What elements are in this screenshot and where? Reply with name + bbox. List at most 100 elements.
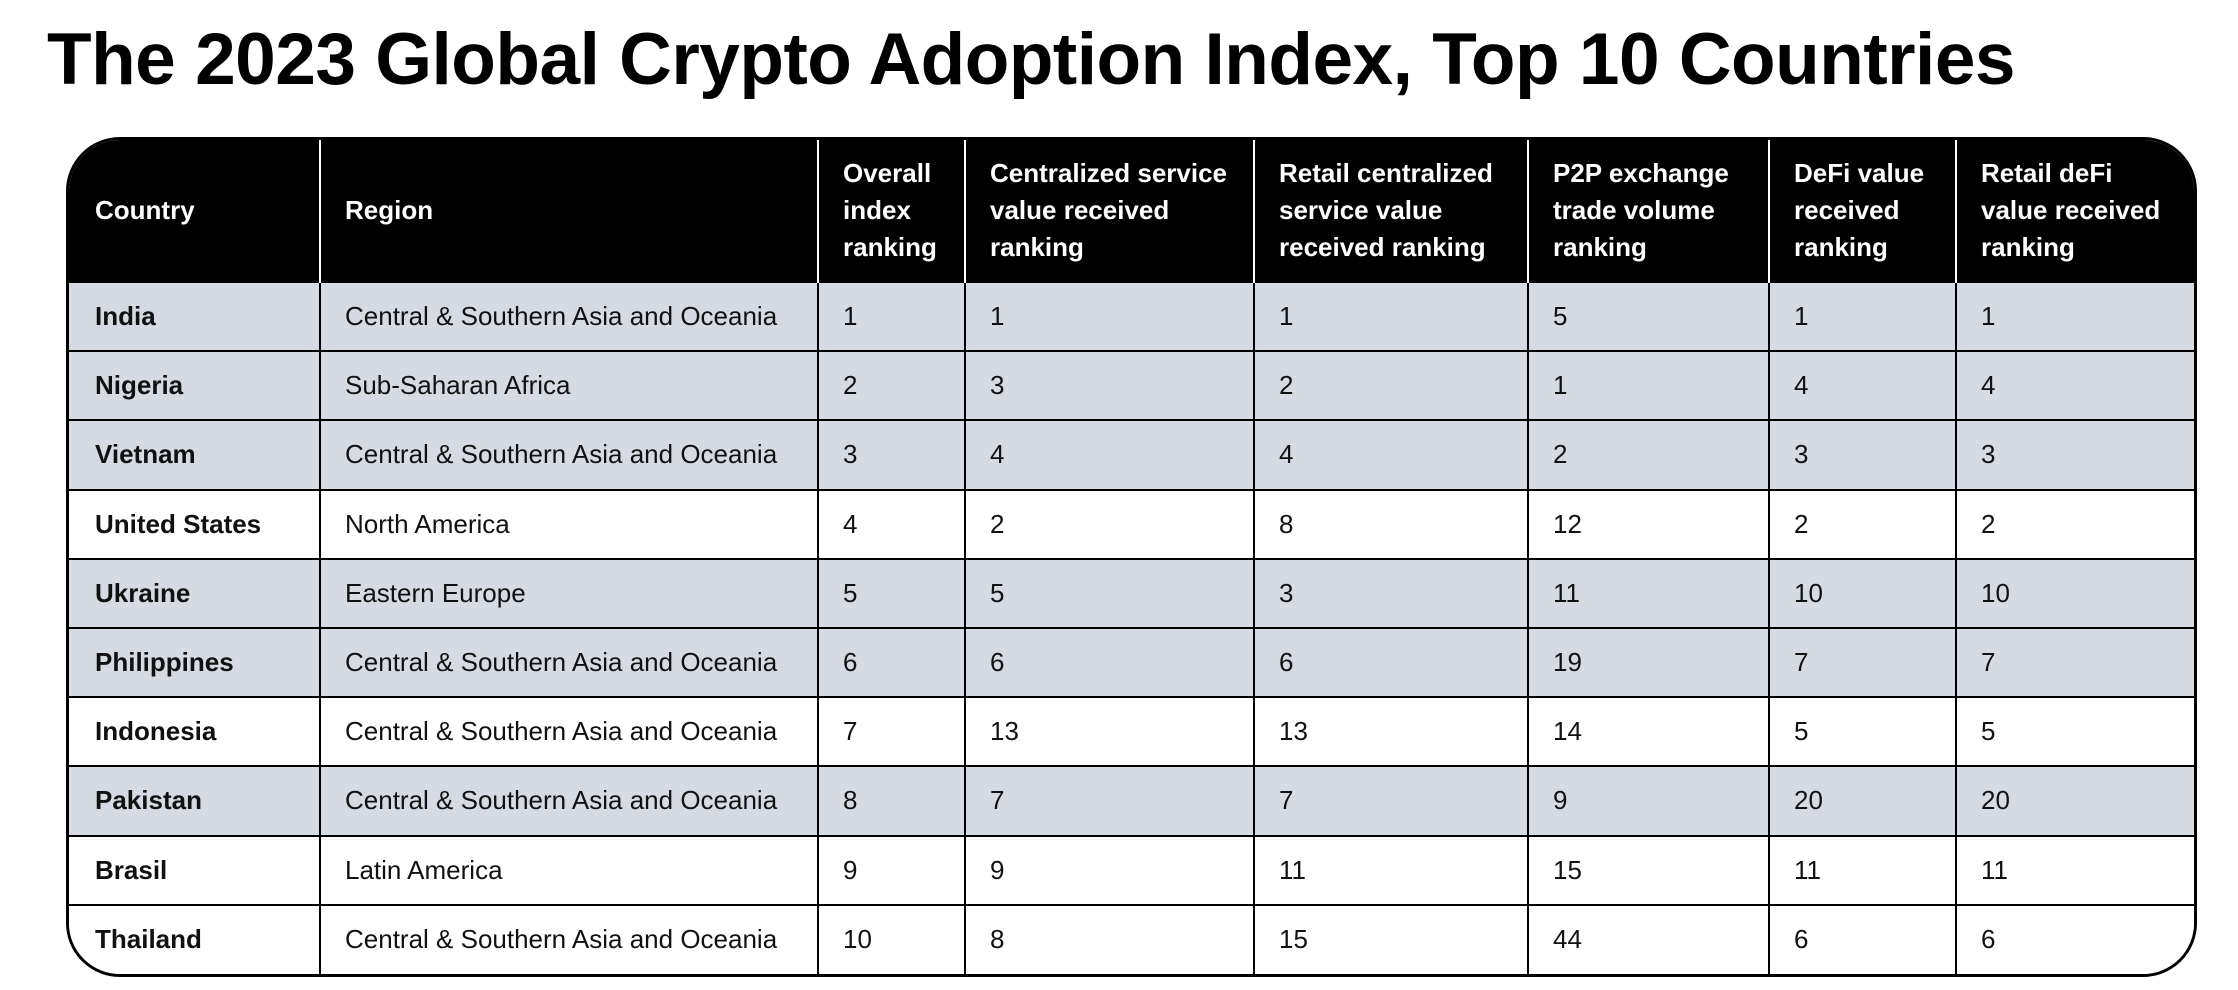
header-row: Country Region Overall index ranking Cen… bbox=[69, 140, 2194, 282]
centralized-service-ranking-cell: 2 bbox=[964, 488, 1254, 559]
retail-centralized-service-ranking-cell: 11 bbox=[1253, 834, 1528, 905]
country-cell: Thailand bbox=[69, 903, 320, 974]
table-row: Nigeria Sub-Saharan Africa 2 3 2 1 4 4 bbox=[69, 350, 2194, 421]
retail-centralized-service-ranking-cell: 3 bbox=[1253, 557, 1528, 628]
header-defi-value-ranking: DeFi value received ranking bbox=[1768, 140, 1956, 282]
centralized-service-ranking-cell: 9 bbox=[964, 834, 1254, 905]
defi-value-ranking-cell: 2 bbox=[1768, 488, 1956, 559]
country-cell: Brasil bbox=[69, 834, 320, 905]
retail-defi-ranking-cell: 20 bbox=[1955, 765, 2194, 836]
centralized-service-ranking-cell: 1 bbox=[964, 280, 1254, 352]
centralized-service-ranking-cell: 13 bbox=[964, 696, 1254, 767]
country-cell: Ukraine bbox=[69, 557, 320, 628]
defi-value-ranking-cell: 3 bbox=[1768, 419, 1956, 490]
page-title: The 2023 Global Crypto Adoption Index, T… bbox=[47, 19, 2016, 100]
centralized-service-ranking-cell: 4 bbox=[964, 419, 1254, 490]
defi-value-ranking-cell: 5 bbox=[1768, 696, 1956, 767]
retail-defi-ranking-cell: 5 bbox=[1955, 696, 2194, 767]
region-cell: Central & Southern Asia and Oceania bbox=[319, 626, 818, 698]
defi-value-ranking-cell: 4 bbox=[1768, 350, 1956, 421]
overall-index-ranking-cell: 6 bbox=[817, 626, 965, 698]
overall-index-ranking-cell: 3 bbox=[817, 419, 965, 490]
overall-index-ranking-cell: 7 bbox=[817, 696, 965, 767]
table-row: United States North America 4 2 8 12 2 2 bbox=[69, 488, 2194, 559]
overall-index-ranking-cell: 9 bbox=[817, 834, 965, 905]
centralized-service-ranking-cell: 3 bbox=[964, 350, 1254, 421]
table-row: Ukraine Eastern Europe 5 5 3 11 10 10 bbox=[69, 557, 2194, 628]
region-cell: Sub-Saharan Africa bbox=[319, 350, 818, 421]
p2p-exchange-ranking-cell: 15 bbox=[1527, 834, 1769, 905]
p2p-exchange-ranking-cell: 12 bbox=[1527, 488, 1769, 559]
p2p-exchange-ranking-cell: 11 bbox=[1527, 557, 1769, 628]
header-retail-centralized-service-ranking: Retail centralized service value receive… bbox=[1253, 140, 1528, 282]
region-cell: Central & Southern Asia and Oceania bbox=[319, 765, 818, 836]
retail-defi-ranking-cell: 3 bbox=[1955, 419, 2194, 490]
header-p2p-exchange-ranking: P2P exchange trade volume ranking bbox=[1527, 140, 1769, 282]
retail-centralized-service-ranking-cell: 6 bbox=[1253, 626, 1528, 698]
p2p-exchange-ranking-cell: 2 bbox=[1527, 419, 1769, 490]
centralized-service-ranking-cell: 6 bbox=[964, 626, 1254, 698]
table-row: Vietnam Central & Southern Asia and Ocean… bbox=[69, 419, 2194, 490]
country-cell: United States bbox=[69, 488, 320, 559]
table-row: Brasil Latin America 9 9 11 15 11 11 bbox=[69, 834, 2194, 905]
overall-index-ranking-cell: 10 bbox=[817, 903, 965, 974]
p2p-exchange-ranking-cell: 1 bbox=[1527, 350, 1769, 421]
header-country: Country bbox=[69, 140, 320, 282]
country-cell: India bbox=[69, 280, 320, 352]
overall-index-ranking-cell: 1 bbox=[817, 280, 965, 352]
region-cell: Central & Southern Asia and Oceania bbox=[319, 696, 818, 767]
retail-defi-ranking-cell: 2 bbox=[1955, 488, 2194, 559]
country-cell: Nigeria bbox=[69, 350, 320, 421]
ranking-table-container: Country Region Overall index ranking Cen… bbox=[66, 137, 2197, 977]
ranking-table: Country Region Overall index ranking Cen… bbox=[69, 140, 2194, 974]
country-cell: Philippines bbox=[69, 626, 320, 698]
retail-centralized-service-ranking-cell: 1 bbox=[1253, 280, 1528, 352]
retail-defi-ranking-cell: 7 bbox=[1955, 626, 2194, 698]
country-cell: Indonesia bbox=[69, 696, 320, 767]
retail-defi-ranking-cell: 4 bbox=[1955, 350, 2194, 421]
retail-centralized-service-ranking-cell: 4 bbox=[1253, 419, 1528, 490]
defi-value-ranking-cell: 11 bbox=[1768, 834, 1956, 905]
table-row: Pakistan Central & Southern Asia and Ocea… bbox=[69, 765, 2194, 836]
header-region: Region bbox=[319, 140, 818, 282]
defi-value-ranking-cell: 1 bbox=[1768, 280, 1956, 352]
centralized-service-ranking-cell: 8 bbox=[964, 903, 1254, 974]
centralized-service-ranking-cell: 7 bbox=[964, 765, 1254, 836]
p2p-exchange-ranking-cell: 19 bbox=[1527, 626, 1769, 698]
table-row: Indonesia Central & Southern Asia and Oce… bbox=[69, 696, 2194, 767]
country-cell: Pakistan bbox=[69, 765, 320, 836]
overall-index-ranking-cell: 2 bbox=[817, 350, 965, 421]
region-cell: Central & Southern Asia and Oceania bbox=[319, 419, 818, 490]
retail-defi-ranking-cell: 10 bbox=[1955, 557, 2194, 628]
header-overall-index-ranking: Overall index ranking bbox=[817, 140, 965, 282]
region-cell: North America bbox=[319, 488, 818, 559]
defi-value-ranking-cell: 10 bbox=[1768, 557, 1956, 628]
retail-centralized-service-ranking-cell: 15 bbox=[1253, 903, 1528, 974]
p2p-exchange-ranking-cell: 9 bbox=[1527, 765, 1769, 836]
p2p-exchange-ranking-cell: 5 bbox=[1527, 280, 1769, 352]
retail-defi-ranking-cell: 6 bbox=[1955, 903, 2194, 974]
region-cell: Central & Southern Asia and Oceania bbox=[319, 280, 818, 352]
table-row: Thailand Central & Southern Asia and Ocea… bbox=[69, 903, 2194, 974]
overall-index-ranking-cell: 5 bbox=[817, 557, 965, 628]
table-row: India Central & Southern Asia and Oceania… bbox=[69, 280, 2194, 352]
retail-centralized-service-ranking-cell: 8 bbox=[1253, 488, 1528, 559]
p2p-exchange-ranking-cell: 44 bbox=[1527, 903, 1769, 974]
country-cell: Vietnam bbox=[69, 419, 320, 490]
table-header: Country Region Overall index ranking Cen… bbox=[69, 140, 2194, 282]
retail-defi-ranking-cell: 11 bbox=[1955, 834, 2194, 905]
region-cell: Latin America bbox=[319, 834, 818, 905]
retail-defi-ranking-cell: 1 bbox=[1955, 280, 2194, 352]
region-cell: Eastern Europe bbox=[319, 557, 818, 628]
retail-centralized-service-ranking-cell: 7 bbox=[1253, 765, 1528, 836]
region-cell: Central & Southern Asia and Oceania bbox=[319, 903, 818, 974]
defi-value-ranking-cell: 6 bbox=[1768, 903, 1956, 974]
table-body: India Central & Southern Asia and Oceania… bbox=[69, 280, 2194, 974]
defi-value-ranking-cell: 7 bbox=[1768, 626, 1956, 698]
overall-index-ranking-cell: 4 bbox=[817, 488, 965, 559]
header-retail-defi-ranking: Retail deFi value received ranking bbox=[1955, 140, 2194, 282]
p2p-exchange-ranking-cell: 14 bbox=[1527, 696, 1769, 767]
retail-centralized-service-ranking-cell: 13 bbox=[1253, 696, 1528, 767]
header-centralized-service-ranking: Centralized service value received ranki… bbox=[964, 140, 1254, 282]
